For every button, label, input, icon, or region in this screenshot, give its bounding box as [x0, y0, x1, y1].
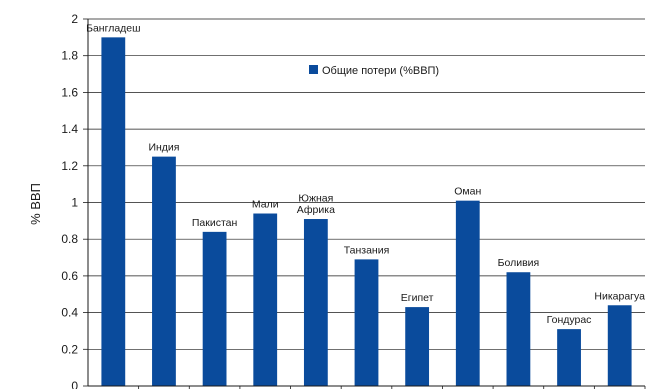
- y-tick-label: 1.4: [61, 122, 78, 136]
- bar: [354, 259, 379, 386]
- legend-swatch: [309, 65, 318, 74]
- gridlines: [88, 18, 645, 350]
- legend: Общие потери (%ВВП): [309, 65, 439, 77]
- bar-label: Гондурас: [547, 314, 592, 326]
- y-tick-label: 0.4: [61, 306, 78, 320]
- y-tick-label: 1: [71, 196, 78, 210]
- y-tick-label: 0.2: [61, 342, 78, 356]
- bar-label: Пакистан: [192, 217, 238, 229]
- bar-label: Боливия: [498, 257, 540, 269]
- y-axis-title: % ВВП: [28, 183, 43, 225]
- y-tick-label: 2: [71, 12, 78, 26]
- axes: 0 0.2 0.4 0.6 0.8 1 1.2 1.4 1.6 1.8 2: [61, 12, 646, 389]
- legend-label: Общие потери (%ВВП): [322, 65, 439, 77]
- bar: [101, 37, 126, 386]
- y-tick-label: 0.8: [61, 232, 78, 246]
- bar-label: Танзания: [344, 244, 390, 256]
- bar: [506, 272, 531, 386]
- bar: [607, 305, 632, 386]
- bar-label: Мали: [252, 199, 279, 211]
- bar: [405, 307, 430, 386]
- bar-label: Никарагуа: [594, 290, 645, 302]
- bars: [101, 37, 632, 386]
- y-tick-label: 1.6: [61, 85, 78, 99]
- bar: [202, 231, 227, 386]
- y-tick-label: 1.2: [61, 159, 78, 173]
- bar-label: Бангладеш: [86, 22, 140, 34]
- bar: [152, 156, 176, 386]
- y-tick-label: 0.6: [61, 269, 78, 283]
- y-tick-label: 1.8: [61, 49, 78, 63]
- bar-label: Египет: [401, 292, 434, 304]
- bar: [303, 219, 328, 386]
- y-tick-label: 0: [71, 379, 78, 389]
- bar-label: Африка: [297, 204, 335, 216]
- bar: [253, 213, 278, 386]
- bar-label: Оман: [454, 186, 481, 198]
- bar-label: Южная: [298, 193, 333, 205]
- bar-label: Индия: [148, 142, 179, 154]
- bar: [455, 200, 480, 386]
- bar: [557, 329, 581, 386]
